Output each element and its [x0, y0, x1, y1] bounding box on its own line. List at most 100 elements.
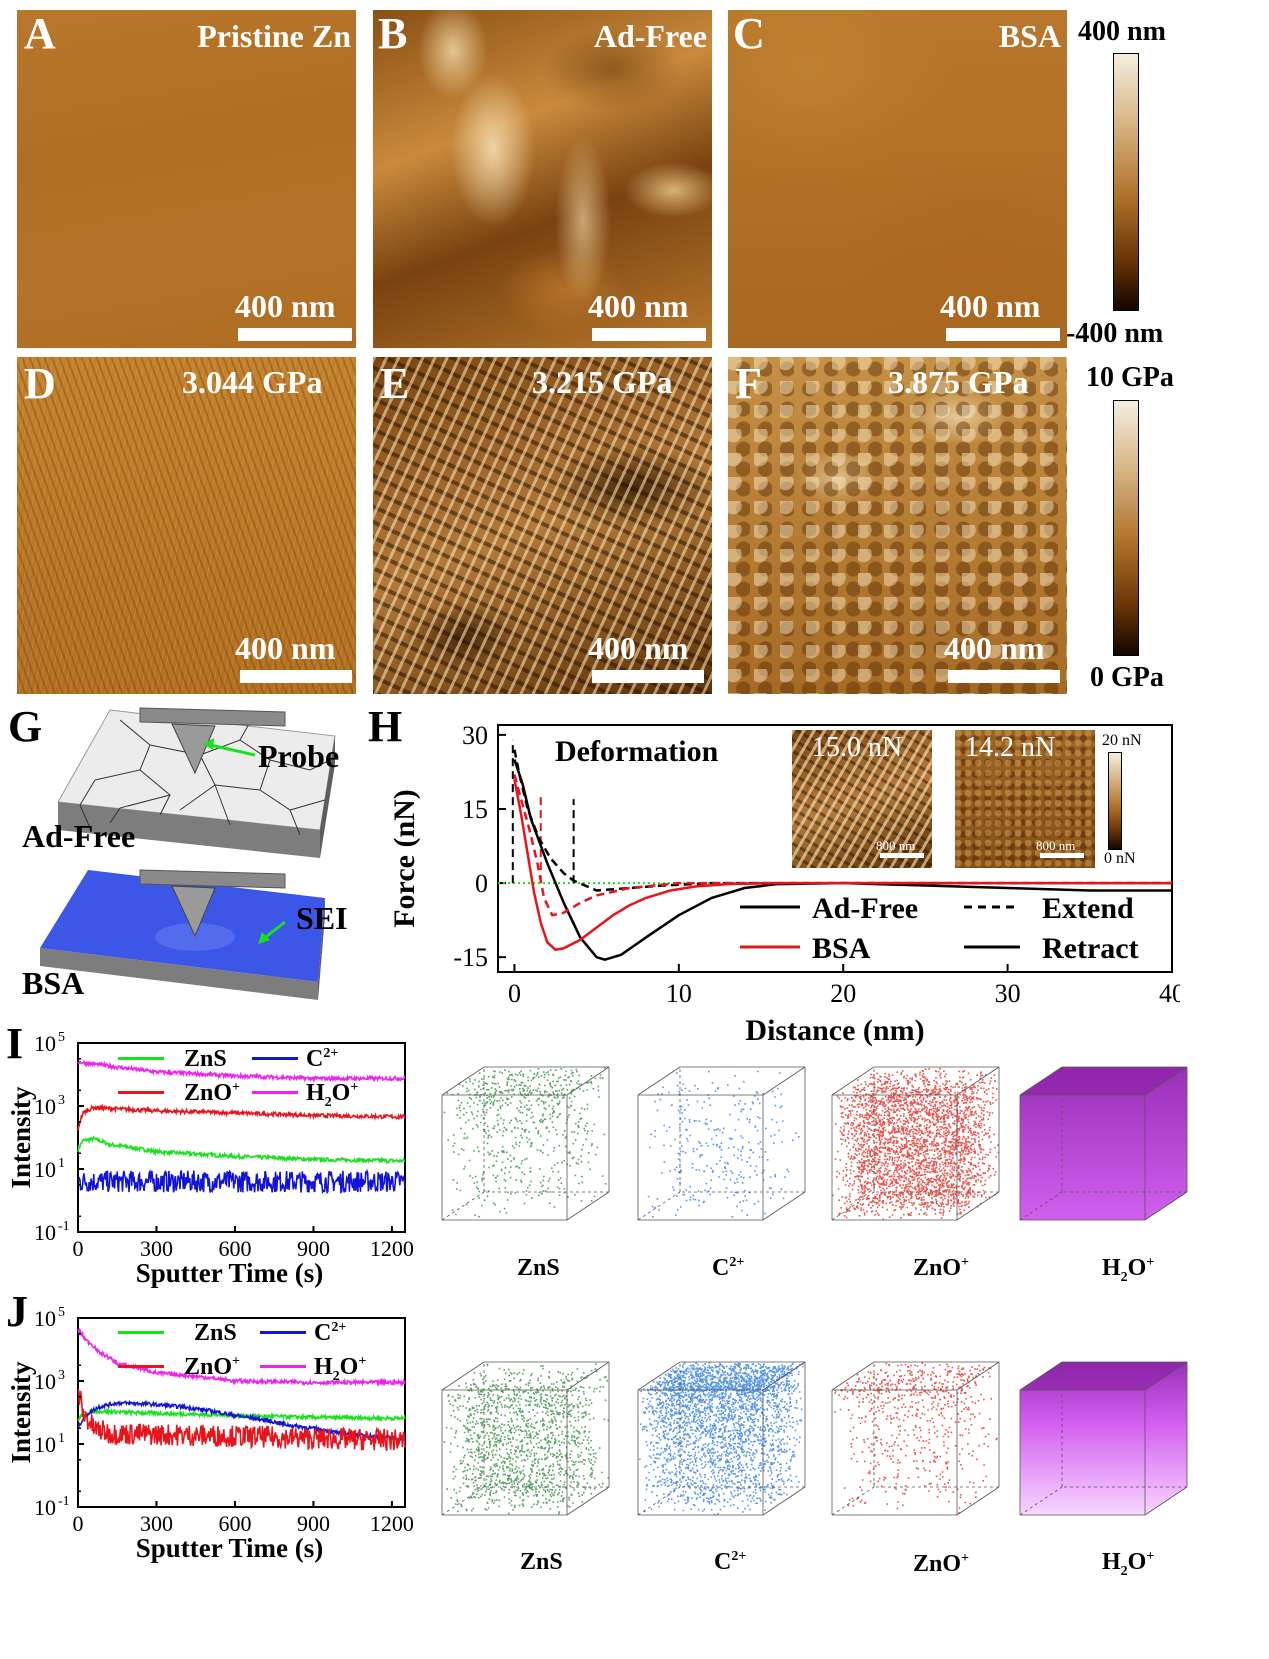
cube-points [639, 1362, 804, 1516]
series-bsa-extend [513, 774, 1172, 917]
cube-label-i-zns: ZnS [517, 1255, 560, 1281]
cube-edge [1019, 1066, 1063, 1096]
afm-panel-b [373, 10, 712, 348]
modulus-colorbar [1113, 400, 1139, 656]
cube-j-zns [441, 1361, 610, 1516]
x-tick-label: 20 [830, 979, 856, 1008]
bsa-slab-side [318, 898, 325, 1000]
inset-adfree-value: 15.0 nN [812, 732, 903, 763]
scalebar-d [240, 670, 352, 683]
cube-label-i-zno: ZnO+ [913, 1255, 970, 1281]
legend-i-zno: ZnO+ [184, 1080, 241, 1106]
series-c2 [77, 1168, 406, 1195]
y-tick-label: 30 [462, 721, 488, 750]
legend-bsa: BSA [812, 932, 871, 965]
scalebar-label-b: 400 nm [588, 288, 689, 324]
series-zno [77, 1103, 406, 1131]
x-tick-label: 40 [1159, 979, 1180, 1008]
cube-edge [956, 1066, 1000, 1096]
probe-cantilever-top [139, 707, 286, 727]
legend-adfree: Ad-Free [812, 892, 919, 925]
legend-j-h2o: H2O+ [314, 1354, 367, 1384]
afm-panel-e [373, 357, 712, 694]
panel-label-e: E [380, 359, 410, 408]
inset-colorbar [1108, 752, 1122, 850]
cube-edge [637, 1191, 681, 1221]
panel-label-c: C [733, 9, 765, 58]
scalebar-c [946, 328, 1060, 341]
force-distance-chart: 0 10 20 30 40 -15 0 15 30 Distance (nm) Force (nN) [388, 721, 1180, 1047]
inset-bsa-scalebar-label: 800 nm [1036, 838, 1076, 853]
cube-edge [637, 1486, 681, 1516]
series-ad-free-retract [513, 759, 1172, 961]
y-axis-label: Force (nN) [388, 789, 421, 928]
panel-label-a: A [24, 9, 56, 58]
scalebar-label-e: 400 nm [588, 630, 689, 666]
y-tick-label: 10 [34, 1220, 56, 1245]
cube-points [443, 1363, 610, 1515]
inset-adfree-map [792, 730, 932, 868]
cube-label-j-h2o: H2O+ [1102, 1549, 1155, 1579]
deformation-annotation: Deformation [555, 735, 719, 768]
y-tick-label: 0 [475, 869, 488, 898]
afm-panel-a [17, 10, 356, 348]
cube-i-h2o [1019, 1066, 1188, 1221]
y-tick-label: 10 [34, 1306, 56, 1331]
cube-points [443, 1067, 607, 1218]
cube-edge [762, 1191, 806, 1221]
sei-label: SEI [296, 900, 348, 936]
cube-edge [1144, 1361, 1188, 1391]
x-tick-label: 900 [297, 1236, 330, 1261]
scalebar-e [592, 670, 704, 683]
y-tick-label: 15 [462, 795, 488, 824]
inset-colorbar-max: 20 nN [1102, 732, 1142, 749]
y-tick-label: 10 [34, 1432, 56, 1457]
plot-frame [77, 1042, 406, 1233]
cube-edge [831, 1191, 875, 1221]
cube-edge [1144, 1191, 1188, 1221]
series-zns [77, 1135, 406, 1165]
probe-tip-bottom [171, 885, 216, 938]
legend-j: ZnS C2+ ZnO+ H2O+ [118, 1320, 388, 1390]
cube-edge [831, 1361, 875, 1391]
cube-points [834, 1362, 998, 1514]
cube-label-j-zno: ZnO+ [913, 1551, 970, 1577]
scalebar-f [948, 670, 1060, 683]
cube-edge [1019, 1191, 1063, 1221]
cube-edge [1019, 1361, 1063, 1391]
scalebar-a [238, 328, 352, 341]
adfree-slab-front [58, 802, 320, 858]
afm-panel-f [728, 357, 1067, 694]
probe-tip-top [171, 723, 216, 775]
y-tick-exponent: 3 [58, 1368, 65, 1383]
cube-j-zno [831, 1361, 1000, 1516]
modulus-colorbar-min: 0 GPa [1090, 662, 1164, 693]
cube-edge [566, 1066, 610, 1096]
bsa-slab-front [40, 948, 318, 1000]
legend-extend: Extend [1042, 892, 1134, 925]
panel-title-e: 3.215 GPa [532, 364, 673, 400]
x-tick-label: 0 [73, 1236, 84, 1261]
cube-edge [566, 1191, 610, 1221]
scalebar-b [592, 328, 706, 341]
legend-j-zns: ZnS [194, 1320, 237, 1346]
scalebar-label-a: 400 nm [235, 288, 336, 324]
legend-i: ZnS C2+ ZnO+ H2O+ [118, 1046, 388, 1116]
y-tick-exponent: 1 [58, 1431, 65, 1446]
x-tick-label: 600 [218, 1511, 251, 1536]
legend-j-zno: ZnO+ [184, 1354, 241, 1380]
inset-adfree-scalebar-label: 800 nm [876, 838, 916, 853]
scalebar-label-c: 400 nm [940, 288, 1041, 324]
x-tick-label: 0 [73, 1511, 84, 1536]
probe-label: Probe [258, 738, 340, 774]
plot-frame [77, 1317, 406, 1508]
series-zno [77, 1389, 406, 1451]
grain-boundaries [79, 719, 331, 836]
panel-label-f: F [735, 359, 762, 408]
cube-label-i-h2o: H2O+ [1102, 1255, 1155, 1285]
cube-edge [441, 1066, 485, 1096]
cube-edge [637, 1361, 681, 1391]
cube-label-i-c: C2+ [712, 1255, 745, 1281]
